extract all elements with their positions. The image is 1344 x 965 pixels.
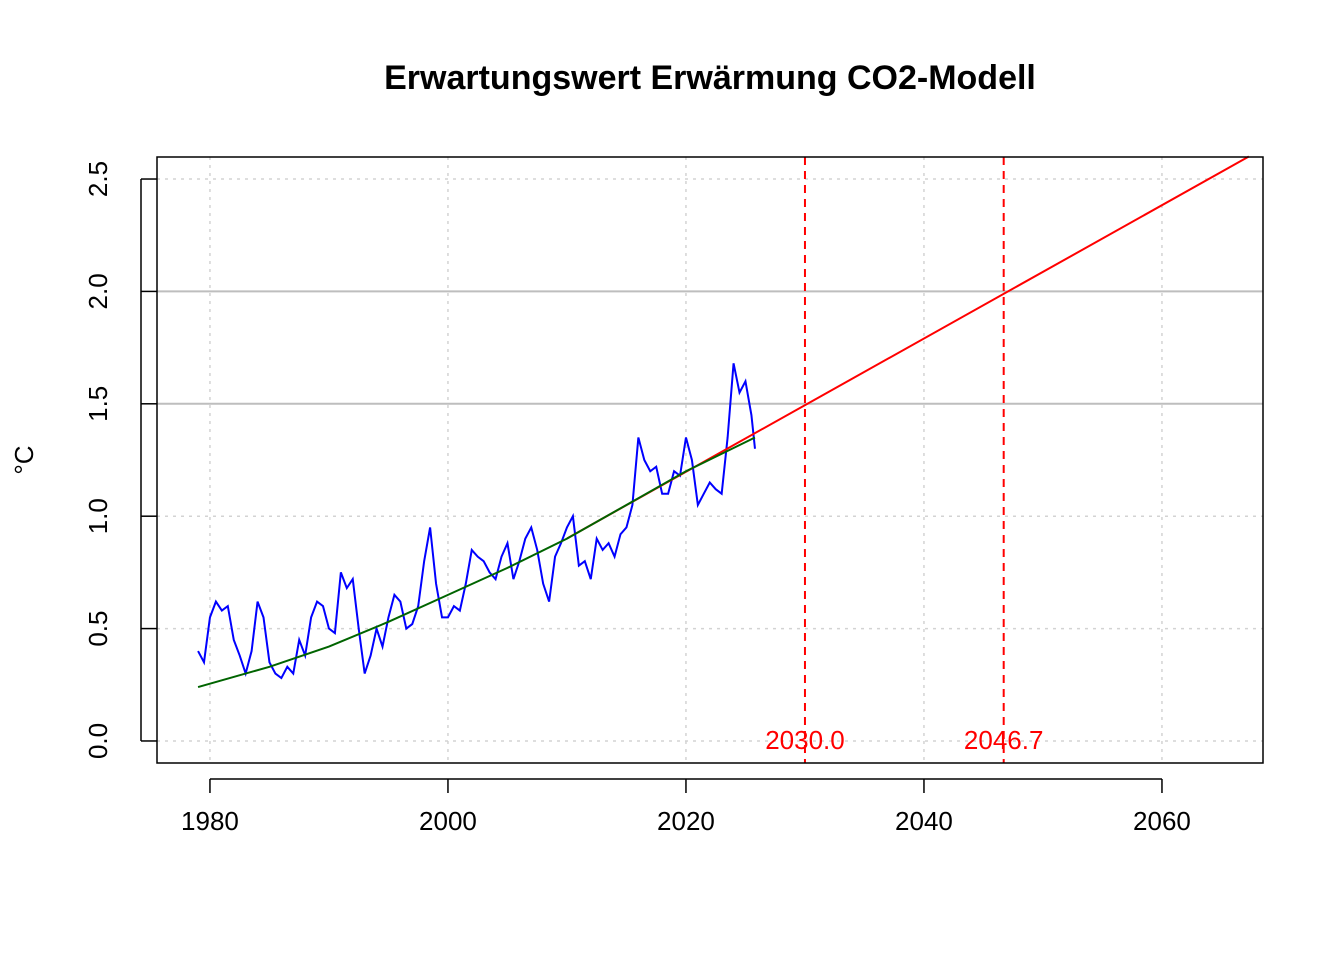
y-axis-label: °C (9, 445, 39, 474)
y-tick-label: 1.0 (83, 498, 113, 534)
x-tick-label: 2000 (419, 806, 477, 836)
x-tick-label: 1980 (181, 806, 239, 836)
x-tick-label: 2020 (657, 806, 715, 836)
x-tick-label: 2060 (1133, 806, 1191, 836)
x-tick-label: 2040 (895, 806, 953, 836)
vline-label: 2030.0 (765, 725, 845, 755)
data-line (197, 436, 756, 688)
y-tick-label: 0.0 (83, 723, 113, 759)
chart-title: Erwartungswert Erwärmung CO2-Modell (384, 59, 1036, 97)
y-tick-label: 2.0 (83, 273, 113, 309)
y-tick-label: 2.5 (83, 161, 113, 197)
vline-label: 2046.7 (964, 725, 1044, 755)
y-tick-label: 1.5 (83, 386, 113, 422)
plot-frame (156, 156, 1264, 764)
y-tick-label: 0.5 (83, 611, 113, 647)
data-line (197, 363, 756, 680)
